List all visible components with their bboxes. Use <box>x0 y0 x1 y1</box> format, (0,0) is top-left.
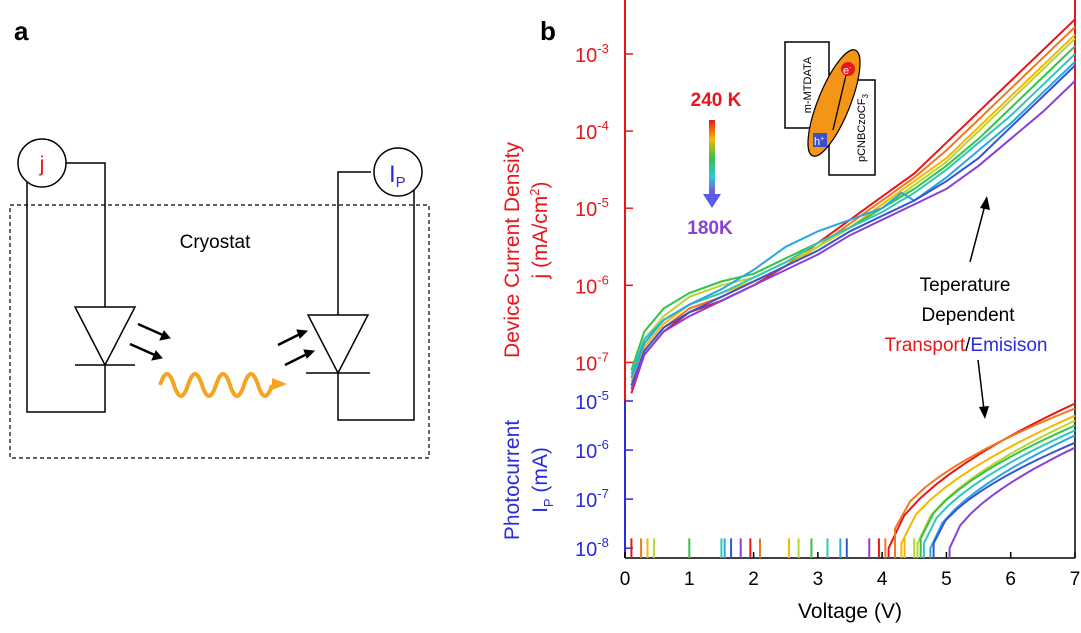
left-circuit-wire <box>26 178 106 413</box>
photocurrent-line <box>894 407 1076 558</box>
x-tick-label: 0 <box>620 569 631 590</box>
current-density-line <box>630 37 1076 379</box>
current-density-line <box>630 60 1076 379</box>
panel-b: b 10-310-410-510-610-7 10-510-610-710-8 … <box>501 0 1080 623</box>
bottom-y-ticks: 10-5 10-6 10-7 10-8 <box>575 388 633 561</box>
legend-high-temp: 240 K <box>691 90 742 111</box>
exciplex-ellipse <box>807 49 861 157</box>
photocurrent-series <box>630 402 1076 558</box>
x-tick-label: 7 <box>1070 569 1081 590</box>
photocurrent-line <box>922 429 1076 558</box>
cryostat-label: Cryostat <box>180 232 251 253</box>
annotation-up-arrow-icon <box>980 196 990 210</box>
current-density-line <box>630 64 1076 386</box>
x-tick-label: 5 <box>941 569 952 590</box>
y-tick-label: 10-8 <box>575 535 609 561</box>
y-tick-label: 10-5 <box>575 195 609 221</box>
y-tick-label: 10-6 <box>575 272 609 298</box>
top-y-axis-unit: j (mA/cm2) <box>527 181 552 279</box>
annotation-down-arrow-icon <box>979 406 989 419</box>
current-meter <box>17 138 67 188</box>
y-tick-label: 10-7 <box>575 349 609 375</box>
x-tick-label: 2 <box>748 569 759 590</box>
hole-label: h+ <box>814 136 824 148</box>
bottom-y-axis-title: Photocurrent <box>501 420 524 540</box>
top-y-axis-title: Device Current Density <box>501 142 524 358</box>
photodetector-diode-icon <box>306 314 370 375</box>
annotation-line1: Teperature <box>920 275 1011 296</box>
acceptor-label: pCNBCzoCF3 <box>856 93 870 162</box>
exciplex-inset: m-MTDATA pCNBCzoCF3 e- h+ <box>784 41 876 176</box>
photocurrent-meter-label: IP <box>389 161 406 191</box>
x-tick-label: 4 <box>877 569 888 590</box>
photocurrent-line <box>948 446 1076 558</box>
temperature-arrow-icon <box>703 194 721 208</box>
current-density-line <box>630 80 1076 390</box>
temperature-annotation: Teperature Dependent Transport/Emisison <box>885 196 1048 419</box>
panel-a-label: a <box>14 16 29 46</box>
photocurrent-line <box>900 414 1076 558</box>
hole-icon <box>813 133 827 147</box>
donor-label: m-MTDATA <box>802 56 814 113</box>
y-tick-label: 10-6 <box>575 437 609 463</box>
current-density-line <box>630 18 1076 394</box>
bottom-y-axis-unit: IP (mA) <box>529 447 556 513</box>
photocurrent-meter <box>373 147 423 197</box>
transition-line <box>832 74 847 131</box>
incoming-arrows-icon <box>277 329 316 367</box>
oled-diode-icon <box>73 306 137 367</box>
photocurrent-line <box>932 441 1076 558</box>
top-y-ticks: 10-3 10-4 10-5 10-6 10-7 <box>575 41 633 375</box>
panel-a: a Cryostat j <box>9 16 430 459</box>
legend-low-temp: 180K <box>687 218 733 239</box>
left-circuit-wire-top <box>62 162 106 307</box>
y-tick-label: 10-3 <box>575 41 609 67</box>
electron-label: e- <box>843 65 852 77</box>
x-tick-label: 3 <box>813 569 824 590</box>
electron-icon <box>841 62 855 76</box>
current-density-series <box>630 18 1076 394</box>
x-tick-label: 1 <box>684 569 695 590</box>
photocurrent-line <box>887 402 1076 558</box>
current-meter-label: j <box>39 153 45 176</box>
x-axis-title: Voltage (V) <box>798 600 902 623</box>
y-tick-label: 10-7 <box>575 486 609 512</box>
temperature-gradient-bar <box>709 120 715 196</box>
panel-b-label: b <box>540 16 556 46</box>
photocurrent-line <box>929 434 1076 558</box>
right-circuit-wire-bottom <box>337 187 415 421</box>
y-tick-label: 10-5 <box>575 388 609 414</box>
x-tick-label: 6 <box>1005 569 1016 590</box>
annotation-line2: Dependent <box>922 305 1016 326</box>
right-circuit-wire <box>337 171 371 315</box>
y-tick-label: 10-4 <box>575 118 609 144</box>
emission-arrows-icon <box>129 322 171 361</box>
photocurrent-line <box>919 424 1076 558</box>
x-ticks: 0 1 2 3 4 5 6 7 <box>620 552 1081 590</box>
light-wave-icon <box>158 372 287 398</box>
annotation-line3: Transport/Emisison <box>885 335 1048 356</box>
